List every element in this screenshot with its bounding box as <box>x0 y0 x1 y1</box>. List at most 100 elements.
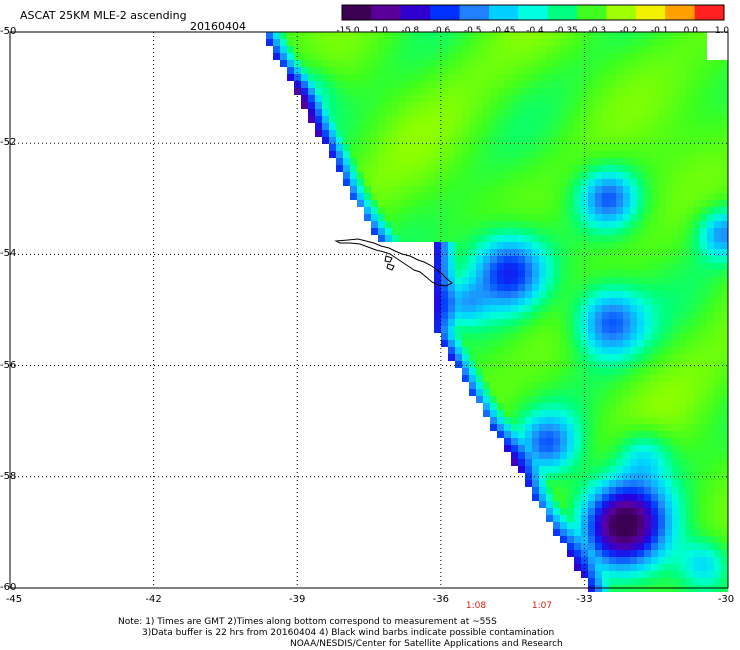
data-cell <box>609 305 616 312</box>
data-cell <box>714 74 721 81</box>
data-cell <box>665 557 672 564</box>
data-cell <box>714 424 721 431</box>
color-bar-label: -0.45 <box>492 26 516 36</box>
data-cell <box>630 347 637 354</box>
data-cell <box>644 410 651 417</box>
data-cell <box>553 109 560 116</box>
data-cell <box>497 46 504 53</box>
data-cell <box>504 123 511 130</box>
data-cell <box>658 151 665 158</box>
data-cell <box>630 214 637 221</box>
data-cell <box>462 123 469 130</box>
data-cell <box>574 361 581 368</box>
data-cell <box>490 277 497 284</box>
data-cell <box>315 109 322 116</box>
data-cell <box>651 375 658 382</box>
data-cell <box>434 277 441 284</box>
data-cell <box>483 67 490 74</box>
data-cell <box>679 221 686 228</box>
data-cell <box>525 277 532 284</box>
data-cell <box>651 137 658 144</box>
data-cell <box>658 298 665 305</box>
data-cell <box>567 228 574 235</box>
data-cell <box>658 200 665 207</box>
data-cell <box>707 81 714 88</box>
data-cell <box>686 312 693 319</box>
data-cell <box>518 32 525 39</box>
data-cell <box>581 382 588 389</box>
data-cell <box>511 424 518 431</box>
data-cell <box>581 536 588 543</box>
data-cell <box>385 235 392 242</box>
data-cell <box>560 459 567 466</box>
data-cell <box>602 207 609 214</box>
data-cell <box>665 95 672 102</box>
data-cell <box>518 172 525 179</box>
data-cell <box>665 508 672 515</box>
data-cell <box>672 277 679 284</box>
data-cell <box>700 326 707 333</box>
data-cell <box>595 186 602 193</box>
data-cell <box>525 333 532 340</box>
data-cell <box>651 193 658 200</box>
data-cell <box>581 515 588 522</box>
data-cell <box>700 340 707 347</box>
data-cell <box>623 375 630 382</box>
data-cell <box>588 263 595 270</box>
data-cell <box>644 431 651 438</box>
data-cell <box>721 158 728 165</box>
data-cell <box>455 284 462 291</box>
data-cell <box>525 389 532 396</box>
data-cell <box>693 137 700 144</box>
data-cell <box>616 459 623 466</box>
data-cell <box>665 361 672 368</box>
data-cell <box>462 193 469 200</box>
data-cell <box>637 214 644 221</box>
data-cell <box>609 249 616 256</box>
data-cell <box>567 291 574 298</box>
data-cell <box>651 53 658 60</box>
data-cell <box>595 130 602 137</box>
data-cell <box>441 305 448 312</box>
data-cell <box>595 508 602 515</box>
data-cell <box>665 312 672 319</box>
data-cell <box>483 396 490 403</box>
data-cell <box>525 375 532 382</box>
data-cell <box>420 193 427 200</box>
data-cell <box>714 452 721 459</box>
data-cell <box>420 207 427 214</box>
data-cell <box>343 74 350 81</box>
data-cell <box>679 438 686 445</box>
data-cell <box>602 389 609 396</box>
data-cell <box>532 305 539 312</box>
data-cell <box>560 284 567 291</box>
data-cell <box>693 130 700 137</box>
data-cell <box>658 81 665 88</box>
data-cell <box>448 116 455 123</box>
data-cell <box>665 235 672 242</box>
data-cell <box>546 480 553 487</box>
data-cell <box>539 333 546 340</box>
data-cell <box>658 221 665 228</box>
data-cell <box>693 361 700 368</box>
data-cell <box>616 130 623 137</box>
data-cell <box>546 445 553 452</box>
data-cell <box>686 557 693 564</box>
data-cell <box>637 123 644 130</box>
data-cell <box>616 60 623 67</box>
data-cell <box>574 438 581 445</box>
data-cell <box>441 81 448 88</box>
data-cell <box>658 291 665 298</box>
data-cell <box>693 445 700 452</box>
data-cell <box>497 410 504 417</box>
data-cell <box>693 354 700 361</box>
data-cell <box>448 298 455 305</box>
data-cell <box>553 235 560 242</box>
data-cell <box>637 249 644 256</box>
data-cell <box>602 60 609 67</box>
data-cell <box>350 116 357 123</box>
data-cell <box>616 578 623 585</box>
data-cell <box>665 396 672 403</box>
data-cell <box>490 312 497 319</box>
data-cell <box>497 81 504 88</box>
